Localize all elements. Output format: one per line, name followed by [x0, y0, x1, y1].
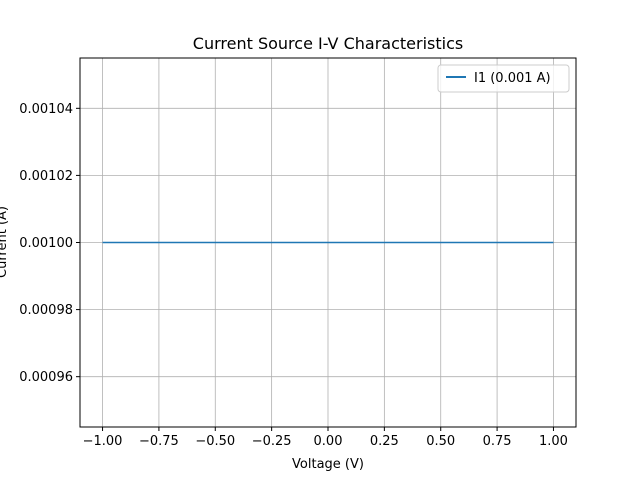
- y-axis-ticks: 0.00096 0.00098 0.00100 0.00102 0.00104: [19, 102, 80, 385]
- x-tick-label: −0.50: [195, 434, 235, 449]
- y-tick-label: 0.00096: [19, 370, 73, 385]
- x-tick-label: 0.75: [483, 434, 512, 449]
- x-tick-label: 0.00: [314, 434, 343, 449]
- x-tick-label: −1.00: [83, 434, 123, 449]
- x-axis-label: Voltage (V): [292, 457, 364, 472]
- x-axis-ticks: −1.00 −0.75 −0.50 −0.25 0.00 0.25 0.50 0.75 1.00: [83, 427, 568, 449]
- x-tick-label: 1.00: [539, 434, 568, 449]
- y-axis-label: Current (A): [0, 206, 10, 278]
- y-tick-label: 0.00100: [19, 236, 73, 251]
- chart-title: Current Source I-V Characteristics: [193, 34, 463, 53]
- legend-label: I1 (0.001 A): [474, 71, 551, 86]
- legend: I1 (0.001 A): [437, 64, 570, 93]
- x-tick-label: −0.75: [139, 434, 179, 449]
- x-tick-label: −0.25: [252, 434, 292, 449]
- x-tick-label: 0.50: [426, 434, 455, 449]
- legend-box: [437, 64, 570, 93]
- y-tick-label: 0.00098: [19, 303, 73, 318]
- y-tick-label: 0.00104: [19, 102, 73, 117]
- y-tick-label: 0.00102: [19, 169, 73, 184]
- x-tick-label: 0.25: [370, 434, 399, 449]
